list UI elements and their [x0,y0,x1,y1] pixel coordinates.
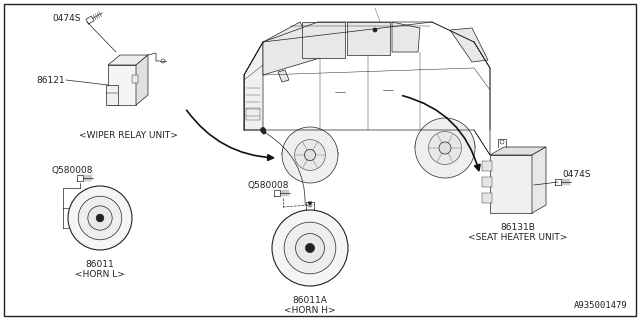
Text: 86011A: 86011A [292,296,328,305]
Text: 86131B: 86131B [500,223,536,232]
Text: 0474S: 0474S [562,170,591,179]
Polygon shape [490,147,546,155]
Bar [482,193,492,203]
Polygon shape [278,70,289,82]
Circle shape [272,210,348,286]
Circle shape [308,203,312,207]
Text: <WIPER RELAY UNIT>: <WIPER RELAY UNIT> [79,131,177,140]
Polygon shape [136,55,148,105]
Polygon shape [263,22,320,75]
Polygon shape [450,28,488,62]
Circle shape [260,127,266,132]
Text: <SEAT HEATER UNIT>: <SEAT HEATER UNIT> [468,233,568,242]
Circle shape [262,130,266,134]
Circle shape [161,59,165,63]
Text: 86011: 86011 [86,260,115,269]
Text: A935001479: A935001479 [574,301,628,310]
Circle shape [88,206,112,230]
Polygon shape [244,42,263,130]
Bar [246,108,260,120]
Polygon shape [302,22,345,58]
Text: 0474S: 0474S [52,13,81,22]
Circle shape [96,214,104,222]
Circle shape [415,118,475,178]
Bar [490,155,532,213]
Circle shape [305,149,316,161]
Text: Q580008: Q580008 [52,165,93,174]
Circle shape [284,222,336,274]
Text: 86121: 86121 [36,76,65,84]
Bar [108,65,136,105]
Bar [132,75,138,83]
Circle shape [294,140,325,171]
Circle shape [429,132,461,164]
Circle shape [282,127,338,183]
Circle shape [296,234,324,262]
Circle shape [439,142,451,154]
Circle shape [305,244,315,252]
Bar [482,161,492,171]
Text: <HORN L>: <HORN L> [75,270,125,279]
Polygon shape [347,22,390,55]
Circle shape [68,186,132,250]
Bar [106,85,118,105]
Polygon shape [392,22,420,52]
Polygon shape [532,147,546,213]
Text: Q580008: Q580008 [248,180,289,189]
Text: <HORN H>: <HORN H> [284,306,336,315]
Circle shape [500,140,504,144]
Circle shape [373,28,377,32]
Bar [482,177,492,187]
Polygon shape [108,55,148,65]
Circle shape [78,196,122,240]
